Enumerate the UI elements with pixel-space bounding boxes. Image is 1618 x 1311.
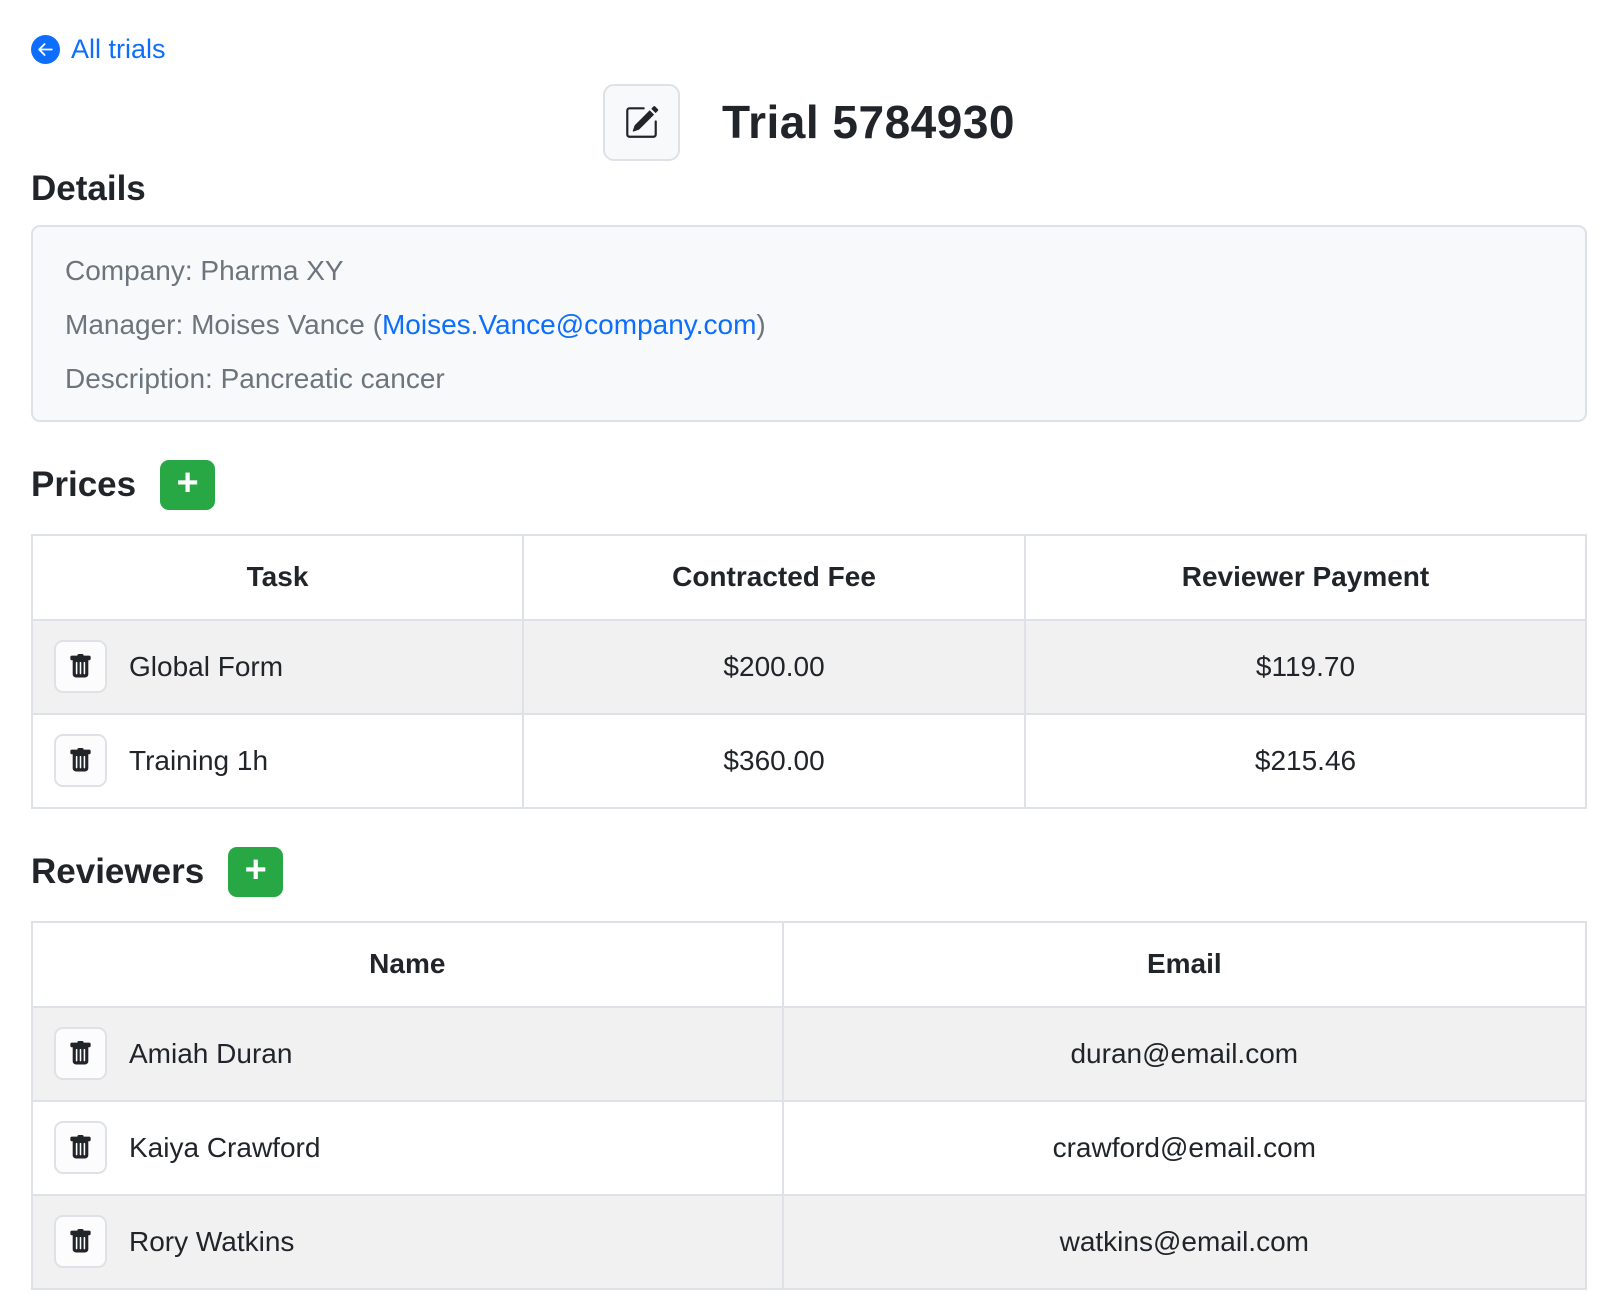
table-row: Training 1h $360.00 $215.46 bbox=[30, 712, 1587, 809]
trash-icon bbox=[68, 1229, 93, 1254]
trash-icon bbox=[68, 654, 93, 679]
back-to-all-trials-link[interactable]: All trials bbox=[31, 34, 166, 65]
prices-header-row: Task Contracted Fee Reviewer Payment bbox=[30, 533, 1587, 621]
reviewer-name-label: Kaiya Crawford bbox=[129, 1131, 321, 1163]
delete-reviewer-button[interactable] bbox=[54, 1215, 107, 1269]
edit-trial-button[interactable] bbox=[603, 83, 681, 161]
manager-email-link[interactable]: Moises.Vance@company.com bbox=[381, 308, 757, 340]
table-row: Rory Watkins watkins@email.com bbox=[31, 1193, 1588, 1290]
prices-table: Task Contracted Fee Reviewer Payment bbox=[30, 533, 1587, 809]
price-reviewer-payment: $215.46 bbox=[1024, 712, 1587, 809]
table-row: Amiah Duran duran@email.com bbox=[31, 1005, 1588, 1102]
page-title: Trial 5784930 bbox=[722, 96, 1015, 148]
price-task-label: Training 1h bbox=[129, 744, 269, 776]
pencil-square-icon bbox=[624, 105, 659, 140]
reviewer-email: duran@email.com bbox=[781, 1005, 1588, 1102]
trash-icon bbox=[68, 748, 93, 773]
title-row: Trial 5784930 bbox=[31, 83, 1587, 161]
detail-company-line: Company: Pharma XY bbox=[65, 255, 344, 286]
add-reviewer-button[interactable]: + bbox=[228, 846, 284, 897]
delete-reviewer-button[interactable] bbox=[54, 1027, 107, 1081]
reviewer-name-label: Amiah Duran bbox=[129, 1037, 293, 1069]
reviewers-table: Name Email Amiah Duran bbox=[31, 920, 1588, 1290]
price-contracted-fee: $200.00 bbox=[522, 618, 1026, 715]
reviewers-heading: Reviewers bbox=[31, 851, 205, 891]
reviewer-email: crawford@email.com bbox=[781, 1099, 1588, 1196]
prices-section-head: Prices + bbox=[31, 459, 1587, 510]
trash-icon bbox=[68, 1041, 93, 1066]
detail-description-line: Description: Pancreatic cancer bbox=[65, 362, 445, 394]
trash-icon bbox=[68, 1135, 93, 1160]
price-task-label: Global Form bbox=[129, 650, 284, 682]
reviewer-name-label: Rory Watkins bbox=[129, 1225, 295, 1257]
reviewers-header-row: Name Email bbox=[31, 920, 1588, 1008]
table-row: Global Form $200.00 $119.70 bbox=[30, 618, 1587, 715]
table-row: Kaiya Crawford crawford@email.com bbox=[31, 1099, 1588, 1196]
prices-heading: Prices bbox=[31, 464, 137, 504]
manager-line-suffix: ) bbox=[756, 308, 766, 340]
prices-col-task: Task bbox=[30, 533, 525, 621]
arrow-left-circle-icon bbox=[31, 35, 60, 64]
prices-col-contracted-fee: Contracted Fee bbox=[522, 533, 1026, 621]
detail-manager-line: Manager: Moises Vance (Moises.Vance@comp… bbox=[65, 307, 1553, 344]
price-contracted-fee: $360.00 bbox=[522, 712, 1026, 809]
delete-price-button[interactable] bbox=[54, 734, 107, 788]
reviewers-section-head: Reviewers + bbox=[31, 846, 1587, 897]
manager-line-prefix: Manager: Moises Vance ( bbox=[65, 308, 382, 340]
reviewers-col-email: Email bbox=[781, 920, 1588, 1008]
reviewers-col-name: Name bbox=[31, 920, 784, 1008]
details-panel: Company: Pharma XY Manager: Moises Vance… bbox=[31, 225, 1587, 422]
details-heading: Details bbox=[31, 169, 146, 208]
price-reviewer-payment: $119.70 bbox=[1024, 618, 1587, 715]
back-link-label: All trials bbox=[71, 34, 166, 64]
reviewer-email: watkins@email.com bbox=[781, 1193, 1588, 1290]
delete-reviewer-button[interactable] bbox=[54, 1121, 107, 1175]
add-price-button[interactable]: + bbox=[160, 459, 216, 510]
delete-price-button[interactable] bbox=[54, 640, 107, 694]
prices-col-reviewer-payment: Reviewer Payment bbox=[1024, 533, 1587, 621]
